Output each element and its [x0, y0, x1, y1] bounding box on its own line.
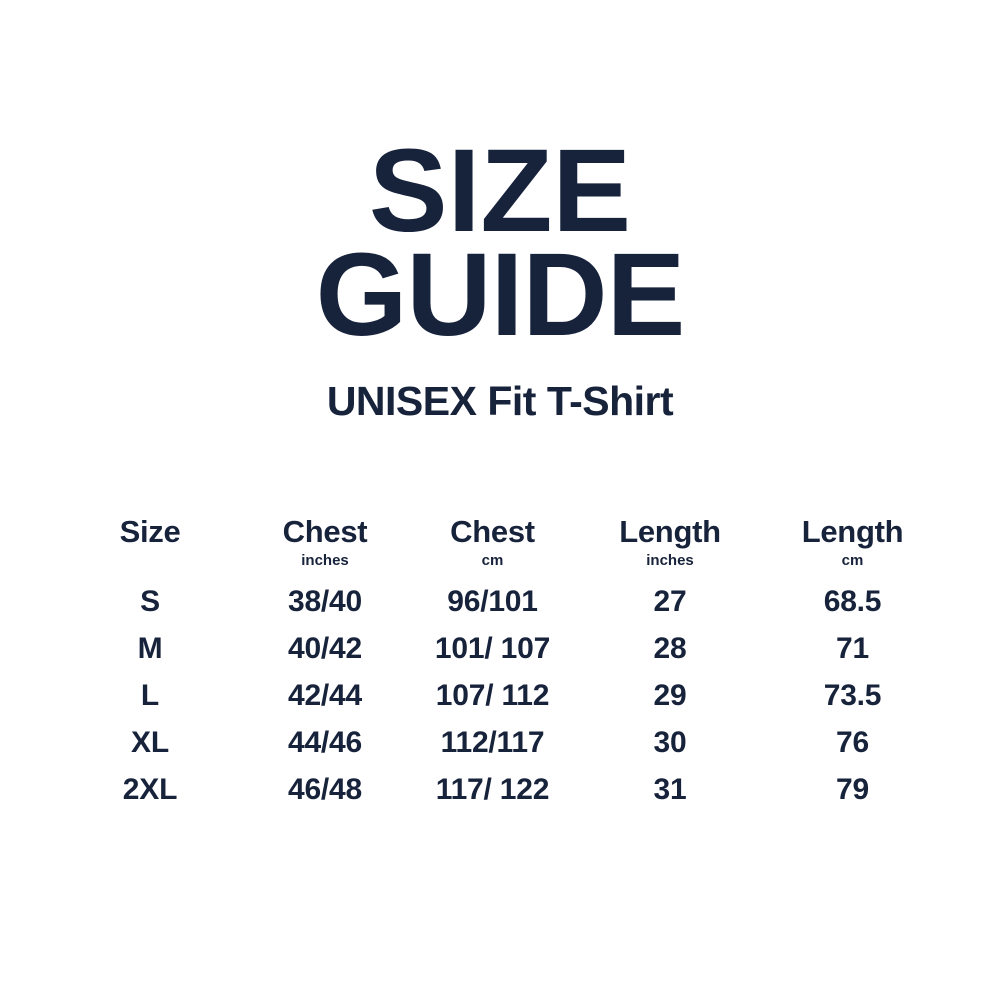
column-header-chest-cm-label: Chest: [450, 514, 535, 549]
cell-length-cm: 79: [836, 772, 869, 806]
column-header-length-cm: Length cm: [760, 514, 945, 578]
page-subtitle: UNISEX Fit T-Shirt: [326, 378, 674, 424]
cell-length-in: 29: [653, 678, 687, 712]
column-header-chest-cm-unit: cm: [481, 551, 504, 569]
cell-length-in: 31: [653, 772, 687, 806]
table-row: 2XL 46/48 117/ 122 31 79: [55, 766, 945, 813]
cell-length-cm: 76: [836, 725, 869, 759]
cell-chest-cm: 96/101: [447, 584, 538, 618]
table-header-row: Size Chest inches Chest cm Length inches…: [55, 514, 945, 578]
column-header-chest-inches-unit: inches: [301, 551, 349, 569]
cell-size: XL: [131, 725, 169, 759]
size-chart-table: Size Chest inches Chest cm Length inches…: [55, 514, 945, 813]
column-header-length-inches-unit: inches: [646, 551, 694, 569]
cell-size: 2XL: [122, 772, 178, 806]
cell-length-in: 27: [653, 584, 687, 618]
cell-size: M: [137, 631, 163, 665]
table-row: XL 44/46 112/117 30 76: [55, 719, 945, 766]
table-header: Size Chest inches Chest cm Length inches…: [55, 514, 945, 578]
cell-length-cm: 71: [836, 631, 869, 665]
cell-chest-in: 38/40: [287, 584, 363, 618]
table-row: L 42/44 107/ 112 29 73.5: [55, 672, 945, 719]
column-header-chest-cm: Chest cm: [405, 514, 580, 578]
cell-length-cm: 68.5: [823, 584, 882, 618]
column-header-chest-inches-label: Chest: [282, 514, 368, 549]
cell-length-in: 28: [653, 631, 687, 665]
cell-chest-cm: 112/117: [440, 725, 545, 759]
table-body: S 38/40 96/101 27 68.5 M 40/42 101/ 107 …: [55, 578, 945, 813]
cell-chest-cm: 107/ 112: [435, 678, 550, 712]
column-header-size: Size: [55, 514, 245, 578]
cell-length-cm: 73.5: [823, 678, 882, 712]
cell-length-in: 30: [653, 725, 687, 759]
cell-chest-cm: 117/ 122: [435, 772, 550, 806]
column-header-chest-inches: Chest inches: [245, 514, 405, 578]
cell-chest-in: 44/46: [287, 725, 363, 759]
title-line-guide: GUIDE: [315, 228, 686, 361]
column-header-size-label: Size: [119, 514, 181, 549]
column-header-length-inches: Length inches: [580, 514, 760, 578]
page-title: SIZE GUIDE: [0, 125, 1000, 361]
cell-chest-in: 46/48: [287, 772, 363, 806]
cell-chest-in: 42/44: [287, 678, 363, 712]
table-row: S 38/40 96/101 27 68.5: [55, 578, 945, 625]
title-line-size: SIZE: [368, 125, 632, 257]
cell-size: L: [140, 678, 160, 712]
cell-size: S: [140, 584, 160, 618]
column-header-length-inches-label: Length: [619, 514, 721, 549]
cell-chest-cm: 101/ 107: [434, 631, 551, 665]
cell-chest-in: 40/42: [287, 631, 363, 665]
column-header-length-cm-unit: cm: [841, 551, 864, 569]
table-row: M 40/42 101/ 107 28 71: [55, 625, 945, 672]
column-header-length-cm-label: Length: [801, 514, 904, 549]
